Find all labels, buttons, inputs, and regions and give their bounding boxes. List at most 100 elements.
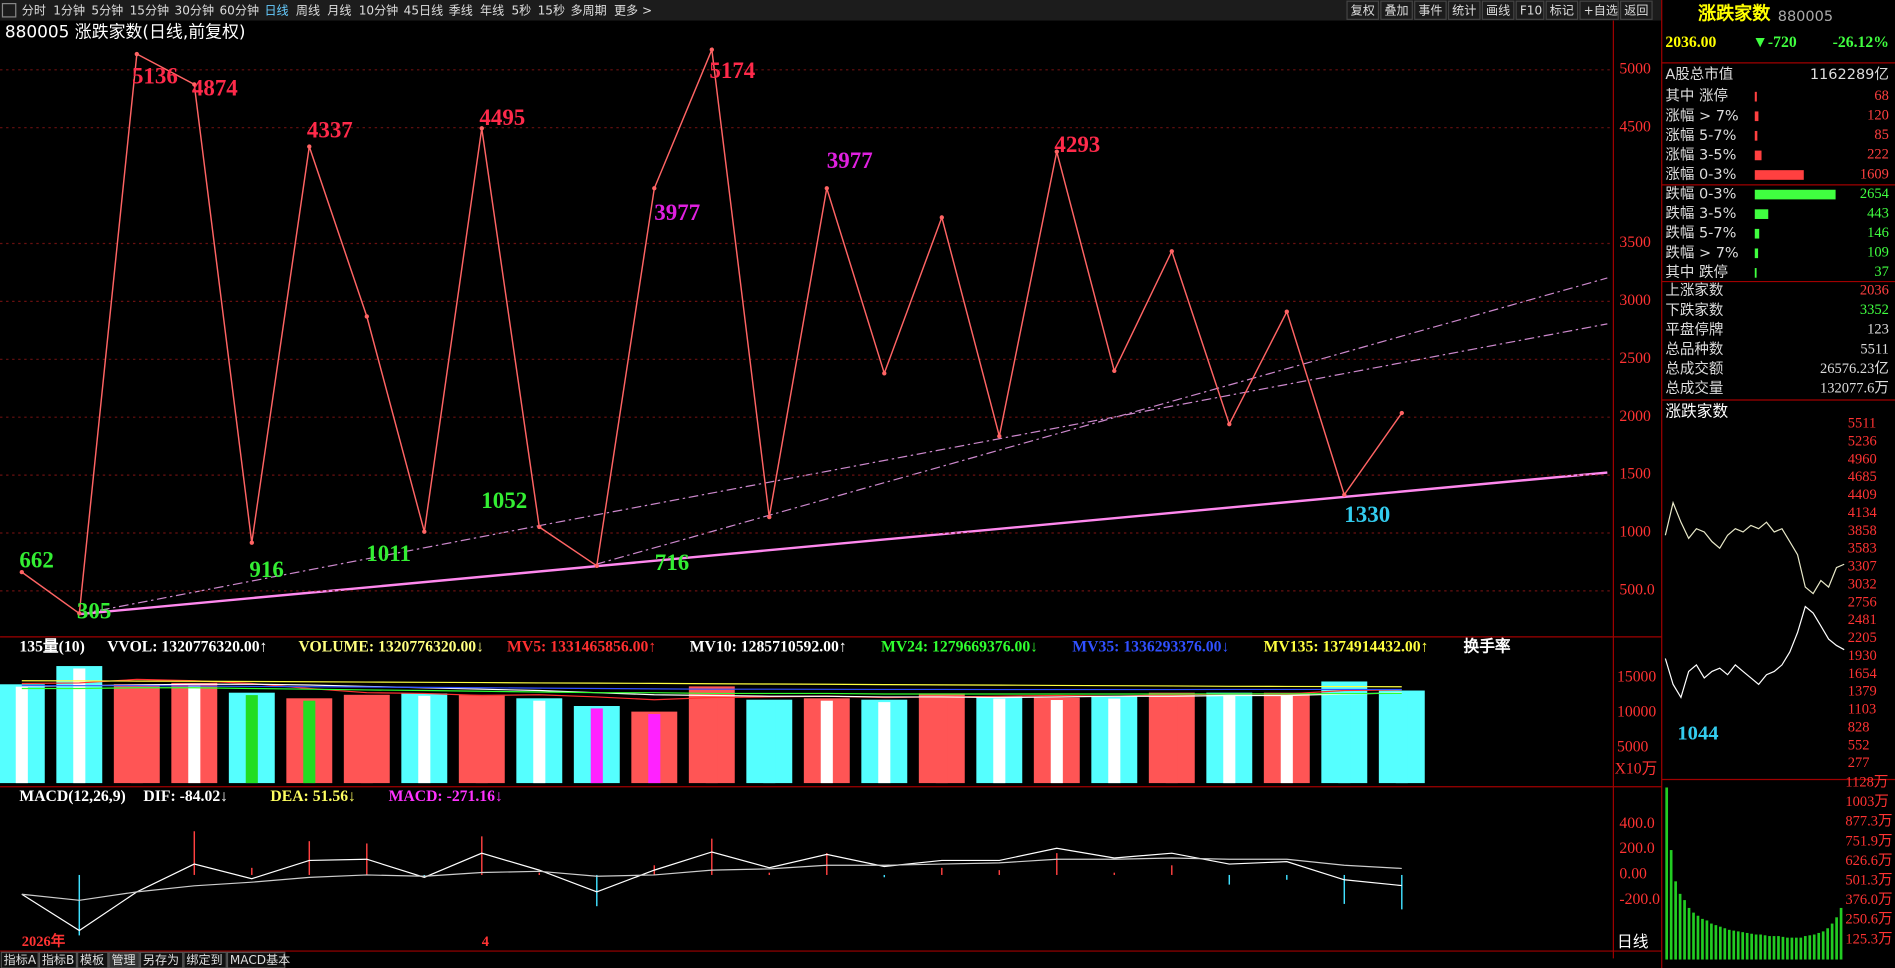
menu-icon[interactable] [1, 3, 17, 18]
period-tab[interactable]: 10分钟 [359, 2, 399, 17]
y-tick-label: 4960 [1848, 451, 1877, 467]
volume-bar-inner [1223, 695, 1236, 784]
stat-value: 26576.23亿 [1820, 360, 1889, 377]
breadth-value: 222 [1867, 147, 1889, 163]
period-tab[interactable]: 年线 [480, 3, 504, 17]
breadth-label: 跌幅 5-7% [1665, 225, 1736, 242]
action-button[interactable]: +自选 [1584, 3, 1618, 17]
period-tab[interactable]: 分时 [22, 3, 46, 17]
y-tick-label: 2205 [1848, 630, 1877, 646]
tab-box [108, 951, 140, 968]
vertex-dot [652, 186, 657, 191]
y-tick-label: 4500 [1619, 118, 1651, 135]
y-tick-label: 552 [1848, 737, 1870, 753]
volume-bar-inner [15, 686, 28, 784]
bottom-tab[interactable]: 指标A [4, 952, 37, 967]
bottom-tab[interactable]: MACD基本 [230, 953, 290, 967]
bottom-tab[interactable]: 管理 [111, 952, 135, 967]
mini-volume-bar [1772, 936, 1776, 960]
ma-line [21, 678, 1402, 701]
indicator-label: 换手率 [1464, 636, 1511, 655]
period-tab[interactable]: 1分钟 [53, 2, 85, 17]
quote-price: 2036.00 [1665, 34, 1716, 51]
mini-volume-bar [1808, 935, 1812, 960]
legend-entry: DIF: -84.02↓ [143, 788, 228, 805]
y-tick-label: 5511 [1848, 416, 1876, 432]
legend-entry: MACD: -271.16↓ [389, 788, 503, 805]
vertex-dot [364, 314, 369, 319]
mini-volume-bar [1754, 934, 1758, 960]
action-box [1380, 0, 1413, 20]
mini-volume-bar [1696, 915, 1700, 960]
data-label: 3977 [827, 148, 873, 173]
breadth-bar [1754, 91, 1757, 102]
action-button[interactable]: 画线 [1486, 3, 1510, 17]
mini-volume-bar [1678, 893, 1682, 960]
volume-bar-inner [73, 668, 86, 784]
bottom-tab[interactable]: 另存为 [143, 953, 179, 967]
period-tab[interactable]: 更多 > [614, 3, 652, 17]
y-tick-label: 828 [1848, 719, 1870, 735]
vertex-dot [882, 371, 887, 376]
period-tab[interactable]: 60分钟 [220, 2, 260, 17]
breadth-label: 跌幅 > 7% [1665, 244, 1738, 261]
mini-volume-bar [1763, 935, 1767, 960]
period-tab[interactable]: 15分钟 [130, 2, 170, 17]
stat-label: 总品种数 [1665, 341, 1723, 358]
period-tab[interactable]: 季线 [449, 3, 473, 17]
data-label: 305 [77, 599, 111, 624]
action-button[interactable]: F10 [1520, 3, 1542, 17]
y-tick-label: 500.0 [1619, 581, 1654, 598]
y-tick-label: 277 [1848, 755, 1870, 771]
data-label: 4337 [307, 117, 353, 142]
mini-volume-bar [1799, 937, 1803, 960]
bottom-tab[interactable]: 模板 [80, 953, 104, 967]
macd-line [21, 857, 1402, 901]
period-tab[interactable]: 月线 [327, 3, 351, 17]
breadth-value: 443 [1867, 205, 1889, 221]
action-button[interactable]: 复权 [1351, 3, 1375, 17]
action-button[interactable]: 返回 [1624, 3, 1648, 17]
mini-volume-bar [1759, 934, 1762, 960]
mini-volume-bar [1692, 912, 1695, 960]
breadth-bar [1754, 131, 1758, 141]
vertex-dot [594, 563, 599, 569]
period-tab[interactable]: 日线 [264, 3, 288, 17]
vertex-dot [1227, 421, 1232, 427]
mini-volume-bar [1803, 936, 1807, 960]
period-tab[interactable]: 周线 [296, 3, 320, 17]
period-tab[interactable]: 5秒 [511, 3, 531, 17]
ma-line [21, 687, 1402, 695]
period-tab[interactable]: 15秒 [538, 3, 565, 17]
period-tab[interactable]: 30分钟 [175, 2, 215, 17]
indicator-label: 135量(10) [19, 637, 84, 655]
y-tick-label: 10000 [1617, 704, 1656, 721]
action-button[interactable]: 统计 [1452, 3, 1476, 17]
breadth-label: 涨幅 > 7% [1665, 107, 1738, 124]
bottom-tab[interactable]: 指标B [42, 952, 74, 967]
breadth-value: 68 [1874, 88, 1888, 104]
ma-line [21, 683, 1402, 699]
action-button[interactable]: 叠加 [1384, 3, 1408, 17]
vertex-dot [422, 529, 427, 534]
volume-bar-inner [1338, 683, 1351, 784]
intraday-line [1664, 605, 1845, 699]
action-box [1447, 0, 1481, 20]
stat-label: 上涨家数 [1665, 282, 1723, 299]
period-tab[interactable]: 多周期 [570, 3, 606, 17]
y-tick-label: 376.0万 [1845, 892, 1892, 908]
action-button[interactable]: 事件 [1418, 3, 1442, 17]
breadth-value: 37 [1874, 264, 1888, 280]
vertex-dot [1169, 249, 1174, 254]
breadth-value: 146 [1867, 225, 1889, 241]
volume-bar-inner [820, 700, 833, 784]
stat-label: 总成交量 [1665, 379, 1723, 397]
bottom-tab[interactable]: 绑定到 [186, 952, 222, 967]
data-label: 5136 [132, 63, 178, 88]
period-tab[interactable]: 5分钟 [91, 2, 123, 17]
volume-bar-inner [188, 685, 201, 784]
mini-volume-bar [1781, 936, 1785, 960]
action-button[interactable]: 标记 [1550, 3, 1574, 17]
period-tab[interactable]: 45日线 [404, 3, 444, 17]
intraday-line [1664, 500, 1845, 595]
